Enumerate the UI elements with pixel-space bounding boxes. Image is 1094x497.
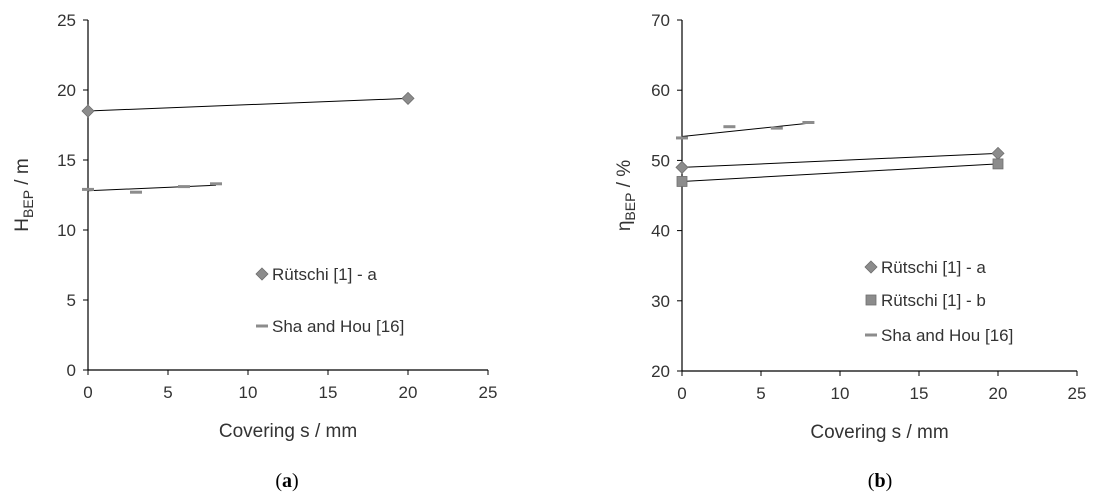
data-point: [802, 120, 815, 124]
x-tick-label: 25: [479, 383, 498, 402]
trend-line: [681, 163, 999, 182]
trend-line: [681, 152, 999, 168]
y-tick-label: 70: [651, 11, 670, 30]
x-tick-label: 0: [83, 383, 92, 402]
data-point: [992, 158, 1004, 170]
data-point: [401, 91, 415, 105]
y-tick-label: 60: [651, 81, 670, 100]
y-tick-label: 30: [651, 292, 670, 311]
x-tick-label: 15: [910, 384, 929, 403]
data-point: [82, 187, 94, 191]
trend-line: [681, 122, 809, 138]
trend-line: [87, 97, 409, 112]
panel-label: (b): [868, 470, 892, 492]
y-tick-label: 0: [67, 361, 76, 380]
x-tick-label: 5: [756, 384, 765, 403]
legend-marker: [255, 267, 269, 281]
series-dash: Sha and Hou [16]: [82, 182, 404, 336]
y-axis-label: HBEP / m: [12, 158, 36, 231]
series-diamond: Rütschi [1] - a: [81, 91, 415, 284]
data-point: [675, 160, 689, 174]
x-tick-label: 10: [239, 383, 258, 402]
data-point: [130, 190, 142, 194]
y-tick-label: 20: [651, 362, 670, 381]
y-tick-label: 10: [57, 221, 76, 240]
legend-marker: [865, 294, 877, 306]
x-tick-label: 5: [163, 383, 172, 402]
y-tick-label: 5: [67, 291, 76, 310]
x-tick-label: 25: [1068, 384, 1087, 403]
legend-marker: [864, 260, 878, 274]
legend-label: Sha and Hou [16]: [272, 317, 404, 336]
x-tick-label: 15: [319, 383, 338, 402]
panel-label: (a): [275, 470, 298, 492]
data-point: [178, 185, 190, 189]
x-tick-label: 20: [399, 383, 418, 402]
y-tick-label: 40: [651, 222, 670, 241]
chart-panel-b: 20 30 40 50 60 70 0 5 10 15 20 25 Covering s / mm ηBE…: [614, 11, 1086, 492]
data-point: [81, 104, 95, 118]
series-dash: Sha and Hou [16]: [676, 120, 1013, 345]
x-tick-label: 20: [989, 384, 1008, 403]
legend-label: Rütschi [1] - a: [881, 258, 986, 277]
data-point: [676, 176, 688, 187]
legend-marker: [865, 333, 877, 337]
x-axis-label: Covering s / mm: [810, 422, 948, 443]
legend-label: Rütschi [1] - a: [272, 265, 377, 284]
data-point: [770, 126, 783, 130]
y-axis-label: ηBEP / %: [614, 160, 638, 231]
legend-label: Rütschi [1] - b: [881, 291, 986, 310]
chart-panel-a: 0 5 10 15 20 25 0 5 10 15 20 25 Covering s / mm HBEP …: [12, 11, 497, 492]
x-axis-label: Covering s / mm: [219, 421, 357, 442]
legend-label: Sha and Hou [16]: [881, 326, 1013, 345]
data-point: [210, 182, 222, 186]
data-point: [676, 136, 688, 140]
y-tick-label: 20: [57, 81, 76, 100]
data-point: [991, 146, 1005, 160]
y-tick-label: 50: [651, 151, 670, 170]
series-square: Rütschi [1] - b: [676, 158, 1004, 310]
y-tick-label: 15: [57, 151, 76, 170]
x-tick-label: 10: [831, 384, 850, 403]
x-tick-label: 0: [677, 384, 686, 403]
legend-marker: [256, 324, 268, 328]
trend-line: [87, 184, 217, 192]
series-diamond: Rütschi [1] - a: [675, 146, 1005, 277]
y-tick-label: 25: [57, 11, 76, 30]
data-point: [723, 125, 736, 129]
